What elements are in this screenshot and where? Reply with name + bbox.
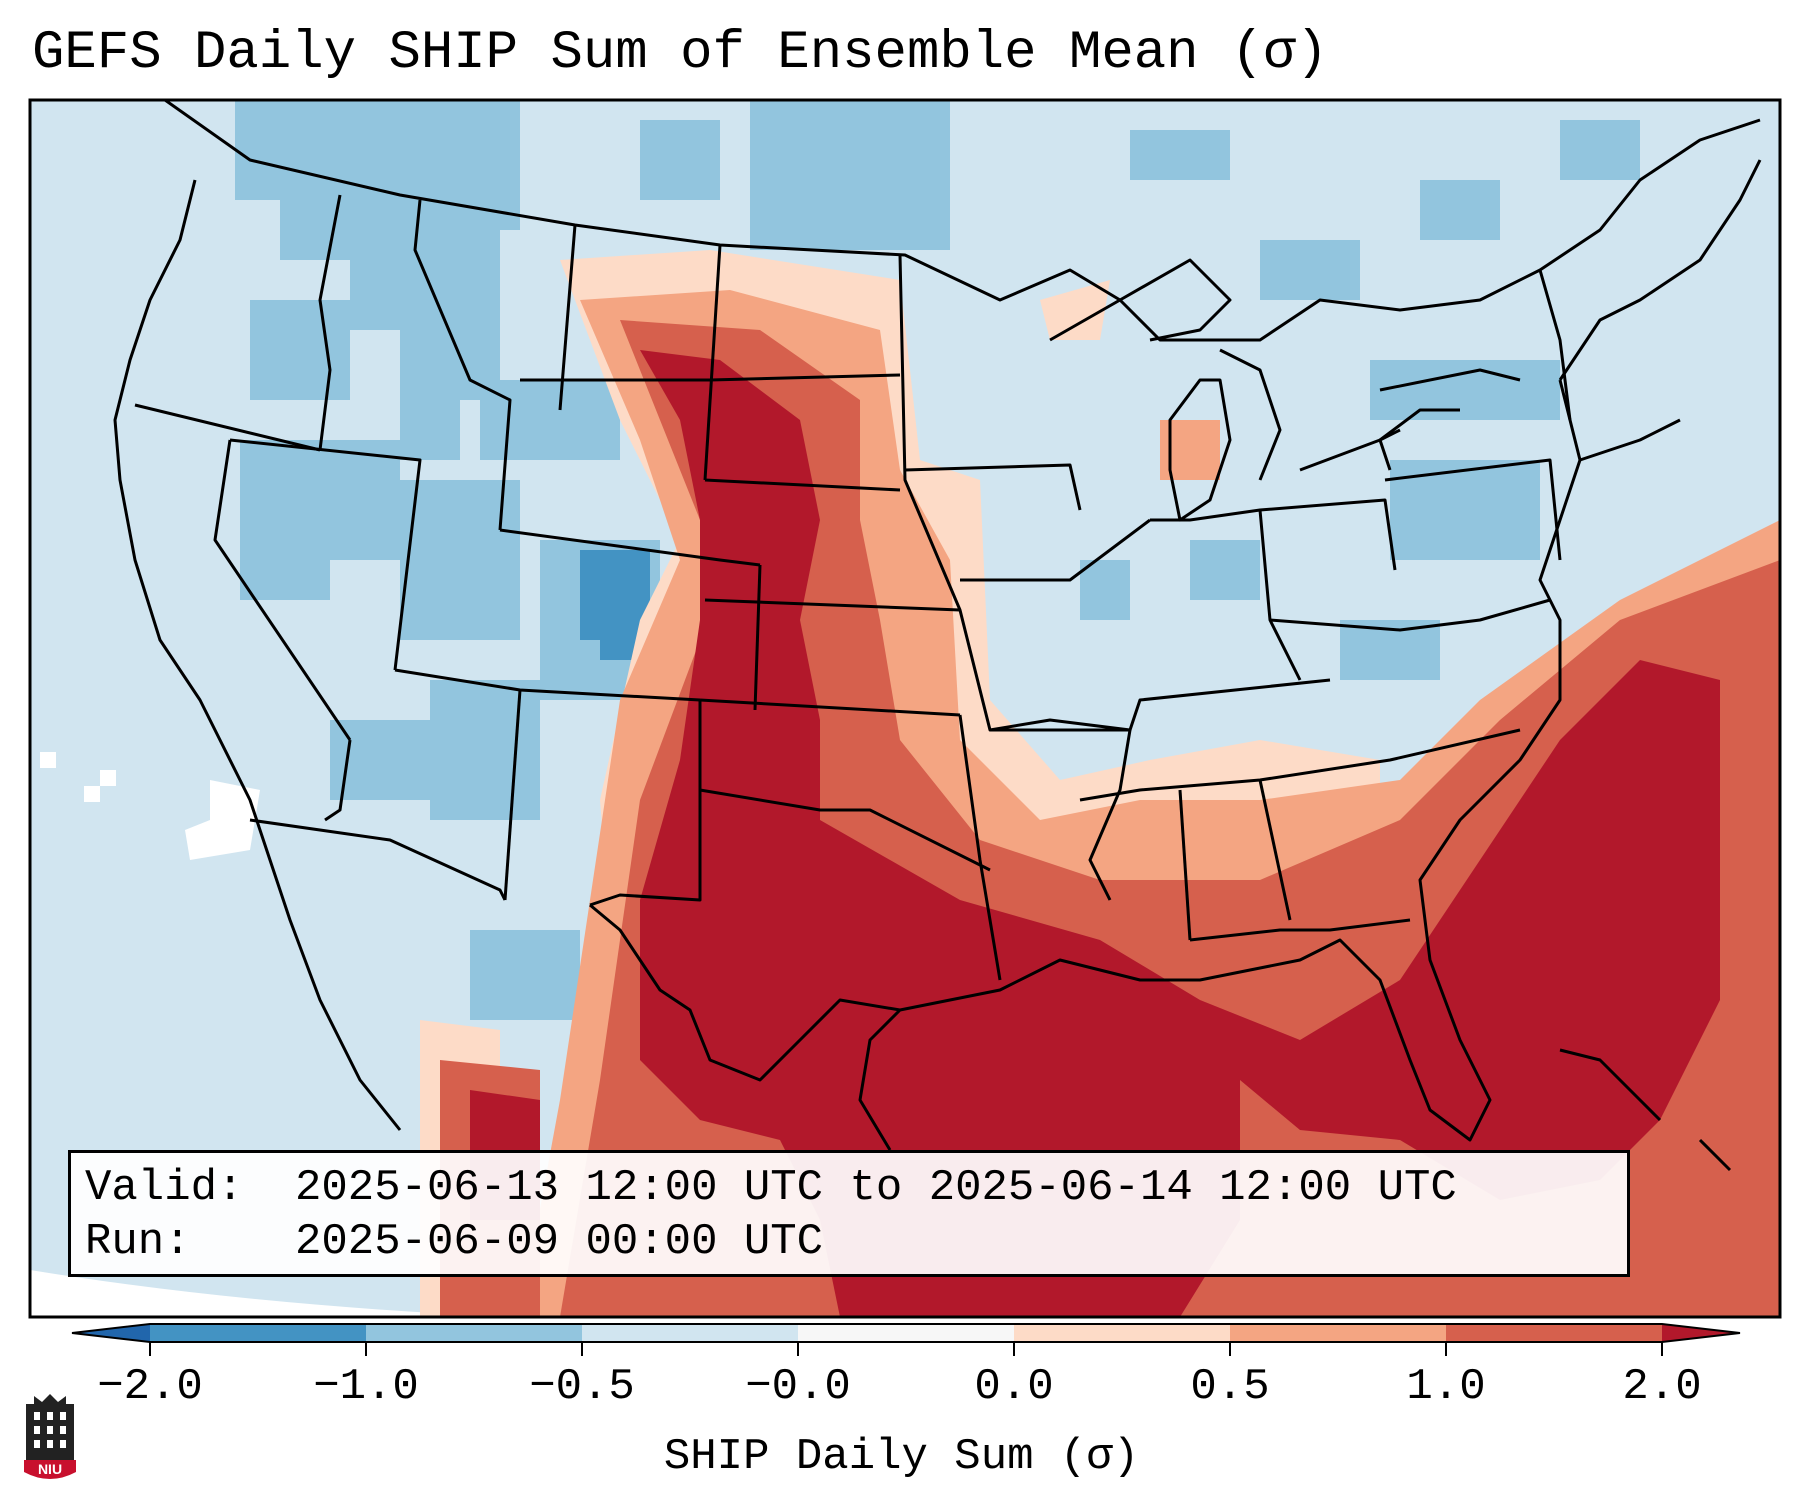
run-value: 2025-06-09 00:00 UTC [295,1217,824,1267]
map-frame [28,98,1782,1319]
map-title: GEFS Daily SHIP Sum of Ensemble Mean (σ) [32,23,1329,84]
colorbar-tick-label: 0.5 [1190,1362,1270,1412]
colorbar-bin [1446,1324,1663,1342]
colorbar-extend-high [1662,1324,1740,1342]
colorbar [71,1323,1741,1356]
colorbar-bin [1230,1324,1447,1342]
colorbar-bin [582,1324,799,1342]
valid-label: Valid: [85,1163,244,1213]
valid-run-info-box: Valid: 2025-06-13 12:00 UTC to 2025-06-14… [68,1150,1630,1277]
colorbar-tick-label: −1.0 [313,1362,419,1412]
colorbar-bin [798,1324,1015,1342]
run-label: Run: [85,1217,191,1267]
colorbar-bin [150,1324,367,1342]
colorbar-tick-label: −0.5 [529,1362,635,1412]
logo-text: NIU [38,1461,62,1477]
colorbar-tick-label: 2.0 [1622,1362,1702,1412]
colorbar-tick-label: −2.0 [97,1362,203,1412]
colorbar-label: SHIP Daily Sum (σ) [663,1432,1140,1482]
missing-data-cells [40,752,260,860]
colorbar-extend-low [72,1324,150,1342]
anomaly-field [30,100,1780,1317]
colorbar-tick-label: 0.0 [974,1362,1054,1412]
political-boundaries [113,100,1762,1172]
niu-logo: NIU [24,1394,76,1479]
colorbar-bin [366,1324,583,1342]
valid-value: 2025-06-13 12:00 UTC to 2025-06-14 12:00… [295,1163,1457,1213]
colorbar-tick-label: 1.0 [1406,1362,1486,1412]
colorbar-tick-label: −0.0 [745,1362,851,1412]
colorbar-bin [1014,1324,1231,1342]
projection-edge [30,1270,510,1317]
anomaly-band-neg-1 [235,100,1640,1020]
